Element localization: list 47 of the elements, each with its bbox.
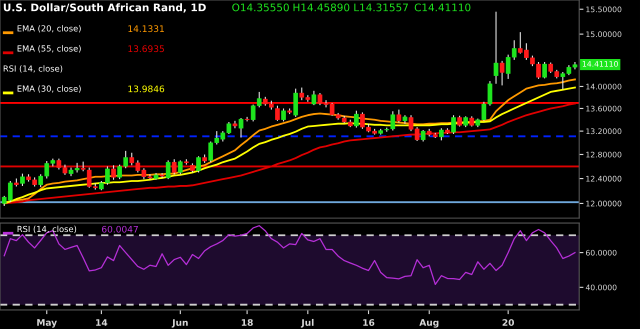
x-tick-label: Aug (419, 319, 438, 328)
legend-label: EMA (20, close) (18, 25, 81, 33)
annotation: RSI (14, close) (4, 65, 62, 73)
annotation: C14.41110 (414, 3, 470, 12)
candlestick (451, 114, 456, 135)
candlestick (463, 116, 468, 128)
annotation: H14.45890 (294, 3, 350, 12)
candlestick (20, 173, 25, 186)
candlestick (178, 160, 183, 175)
x-tick-label: 16 (363, 319, 374, 326)
x-tick-label: 18 (242, 319, 253, 326)
annotation: 13.9846 (128, 85, 164, 92)
annotation: O14.35550 (232, 3, 289, 12)
x-tick-label: Jun (172, 319, 188, 328)
candlestick (457, 115, 462, 128)
candlestick (494, 11, 498, 84)
legend-label: EMA (30, close) (18, 85, 81, 93)
candlestick (542, 61, 547, 79)
legend-label: RSI (14, close) (18, 226, 76, 234)
candlestick (196, 156, 201, 174)
candlestick (275, 105, 280, 122)
candlestick (469, 116, 474, 128)
candlestick (293, 88, 298, 118)
candlestick (190, 162, 195, 174)
chart-title: U.S. Dollar/South African Rand, 1D (4, 3, 206, 13)
line-series (4, 225, 576, 286)
candlestick (500, 60, 504, 86)
candlestick (439, 128, 444, 141)
x-tick-label: 14 (96, 319, 108, 326)
candlestick (172, 158, 177, 175)
candlestick (396, 109, 402, 124)
x-tick-label: 20 (502, 319, 514, 326)
x-tick-label: May (37, 319, 57, 328)
candlestick (420, 129, 426, 142)
annotation: 60.0047 (102, 226, 138, 233)
annotation: 13.6935 (128, 45, 164, 52)
annotation: L14.31557 (354, 3, 408, 12)
candlestick (281, 108, 286, 122)
candlestick (166, 160, 171, 180)
legend-label: EMA (55, close) (18, 45, 81, 53)
x-tick-label: Jul (300, 318, 314, 328)
candlestick (354, 110, 359, 128)
candlestick (111, 164, 116, 180)
annotation: 14.1331 (128, 25, 164, 32)
candlestick (238, 117, 244, 138)
candlestick (312, 90, 316, 106)
candlestick (390, 110, 396, 132)
